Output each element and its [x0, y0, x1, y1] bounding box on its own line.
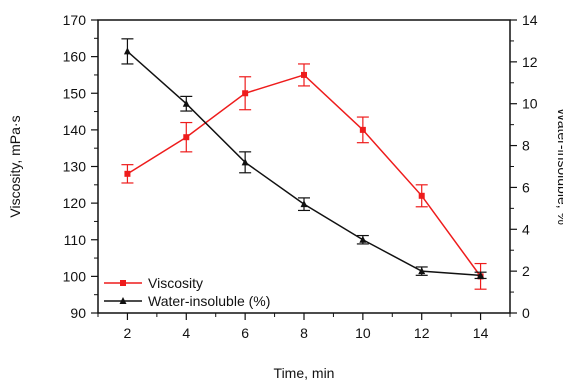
data-point: [359, 126, 366, 133]
data-point: [123, 47, 131, 55]
y-left-tick-label: 110: [64, 232, 87, 248]
data-point: [359, 235, 367, 243]
series-viscosity: [121, 63, 487, 290]
legend-marker: [120, 280, 126, 286]
y-right-tick-label: 14: [522, 12, 538, 28]
x-axis-label: Time, min: [274, 365, 335, 381]
y-right-tick-label: 0: [522, 305, 530, 321]
y-left-tick-label: 90: [70, 305, 86, 321]
data-point: [124, 170, 131, 177]
y-left-tick-label: 150: [63, 85, 87, 101]
y-right-tick-label: 4: [522, 221, 530, 237]
series-line: [127, 74, 482, 277]
data-point: [182, 99, 190, 107]
y-axis-left-label: Viscosity, mPa·s: [7, 115, 23, 217]
data-point: [477, 271, 485, 279]
x-tick-label: 6: [241, 325, 249, 341]
x-axis: 2 4 6 8 10 12 14: [97, 313, 511, 341]
data-point: [242, 90, 249, 97]
x-tick-label: 4: [182, 325, 190, 341]
x-tick-label: 8: [300, 325, 308, 341]
y-left-tick-label: 160: [63, 49, 87, 65]
data-point: [183, 134, 190, 141]
y-left-tick-label: 100: [63, 268, 87, 284]
x-tick-label: 2: [124, 325, 132, 341]
x-tick-label: 14: [473, 325, 489, 341]
legend-marker: [119, 297, 127, 304]
legend-label: Water-insoluble (%): [148, 293, 270, 309]
data-point: [418, 192, 425, 199]
data-point: [301, 71, 307, 78]
y-left-tick-label: 170: [63, 12, 87, 28]
series-water-insoluble: [121, 38, 487, 280]
legend: Viscosity Water-insoluble (%): [104, 275, 270, 309]
legend-item: Water-insoluble (%): [104, 293, 270, 309]
x-tick-label: 10: [355, 325, 371, 341]
data-point: [418, 267, 426, 275]
y-axis-right-label: Water-insoluble, %: [555, 108, 563, 225]
data-point: [300, 200, 308, 208]
y-left-tick-label: 130: [63, 159, 87, 175]
y-right-tick-label: 10: [522, 96, 538, 112]
legend-item: Viscosity: [104, 275, 203, 291]
y-right-tick-label: 6: [522, 179, 530, 195]
y-axis-left: 90 100 110 120 130 140 150 160 170: [63, 12, 98, 321]
y-right-tick-label: 2: [522, 263, 530, 279]
y-axis-right: 0 2 4 6 8 10 12 14: [510, 12, 538, 321]
series-layer: [121, 38, 487, 290]
y-left-tick-label: 120: [63, 195, 87, 211]
x-tick-label: 12: [414, 325, 430, 341]
y-right-tick-label: 8: [522, 138, 530, 154]
y-right-tick-label: 12: [522, 54, 538, 70]
y-left-tick-label: 140: [63, 122, 87, 138]
data-point: [241, 158, 249, 166]
legend-label: Viscosity: [148, 275, 203, 291]
